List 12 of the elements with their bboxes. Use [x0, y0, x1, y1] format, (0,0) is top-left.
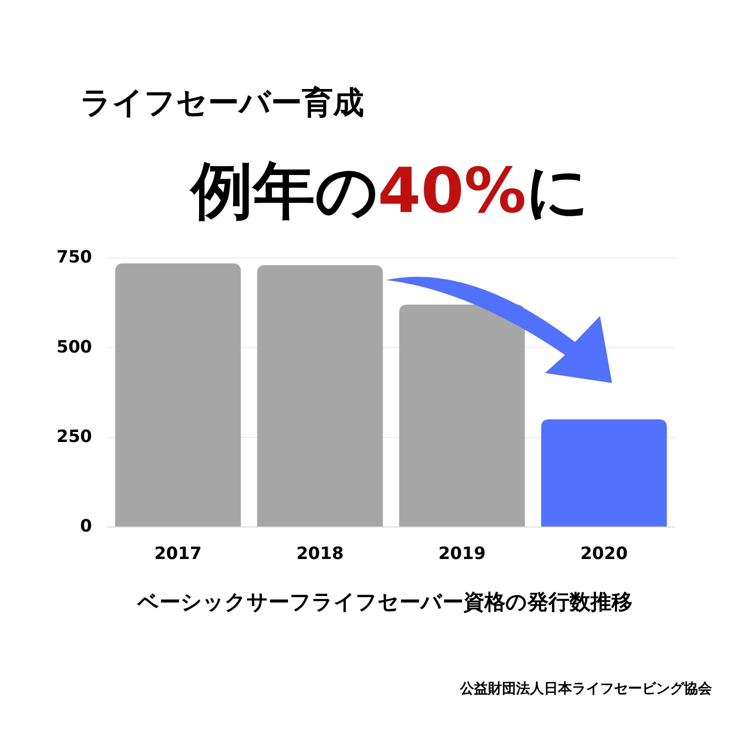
y-tick-label: 250 [56, 426, 92, 447]
x-axis-title: ベーシックサーフライフセーバー資格の発行数推移 [136, 590, 632, 614]
chart-title: ライフセーバー育成 [80, 85, 364, 121]
y-tick-label: 500 [56, 337, 92, 358]
chart-subtitle: 例年の40%に [188, 154, 590, 227]
x-tick-label: 2017 [154, 544, 202, 564]
y-tick-label: 750 [56, 248, 92, 268]
x-tick-label: 2020 [580, 544, 628, 564]
y-tick-label: 0 [80, 516, 92, 537]
x-tick-label: 2018 [296, 544, 344, 564]
text: 公益財団法人日本ライフセービング協会 [459, 681, 713, 697]
x-tick-label: 2019 [438, 544, 486, 564]
